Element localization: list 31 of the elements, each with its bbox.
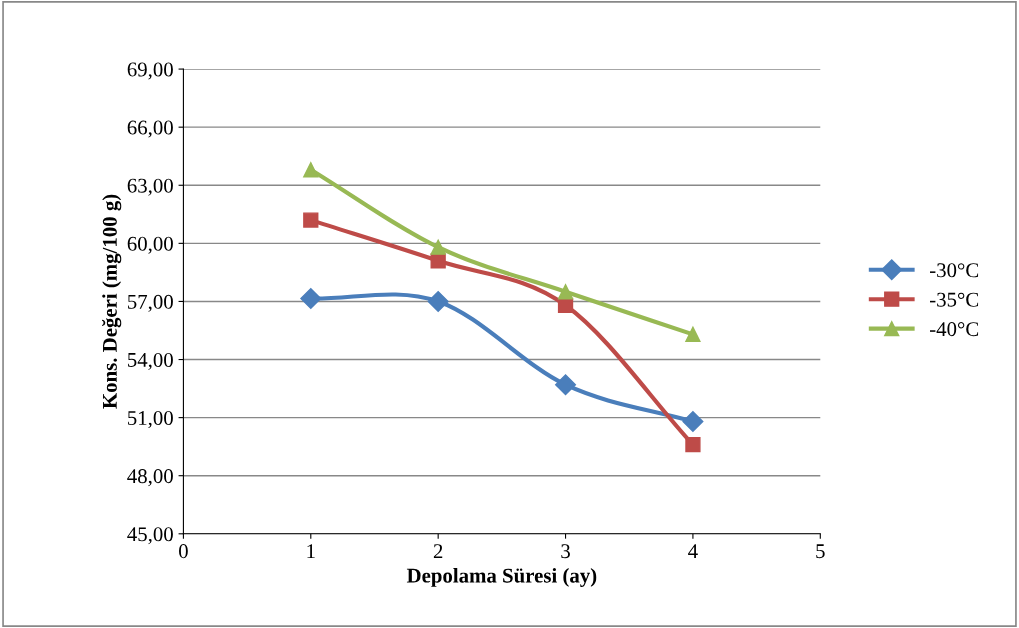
x-tick-label: 0 <box>179 544 188 559</box>
y-tick-label: 66,00 <box>127 120 173 138</box>
y-tick-label: 51,00 <box>128 410 173 429</box>
point <box>685 437 701 453</box>
x-tick-label: 4 <box>688 544 698 558</box>
legend-label: -40°C <box>930 322 979 337</box>
point <box>300 288 322 310</box>
point <box>430 239 446 255</box>
x-tick-label: 1 <box>307 544 315 558</box>
point <box>557 284 574 300</box>
y-tick-label: 63,00 <box>127 178 173 196</box>
x-axis-title: Depolama Süresi (ay) <box>406 567 597 587</box>
y-tick-label: 48,00 <box>127 469 173 487</box>
point <box>427 290 449 312</box>
legend-label: -30°C <box>930 263 979 278</box>
x-tick-label: 2 <box>433 544 443 558</box>
point <box>555 374 577 396</box>
point <box>682 410 704 433</box>
y-tick-label: 69,00 <box>127 62 173 80</box>
x-tick-label: 3 <box>561 544 570 559</box>
point <box>685 326 701 342</box>
point <box>303 162 319 178</box>
x-tick-label: 5 <box>816 544 825 559</box>
y-tick-label: 60,00 <box>127 236 173 254</box>
legend-label: -35°C <box>930 292 979 307</box>
y-tick-label: 54,00 <box>128 352 173 370</box>
y-tick-label: 57,00 <box>128 294 173 312</box>
y-axis-title: Kons. Değeri (mg/100 g) <box>101 194 122 409</box>
y-tick-label: 45,00 <box>127 527 173 545</box>
point <box>303 212 319 228</box>
point <box>557 297 574 313</box>
